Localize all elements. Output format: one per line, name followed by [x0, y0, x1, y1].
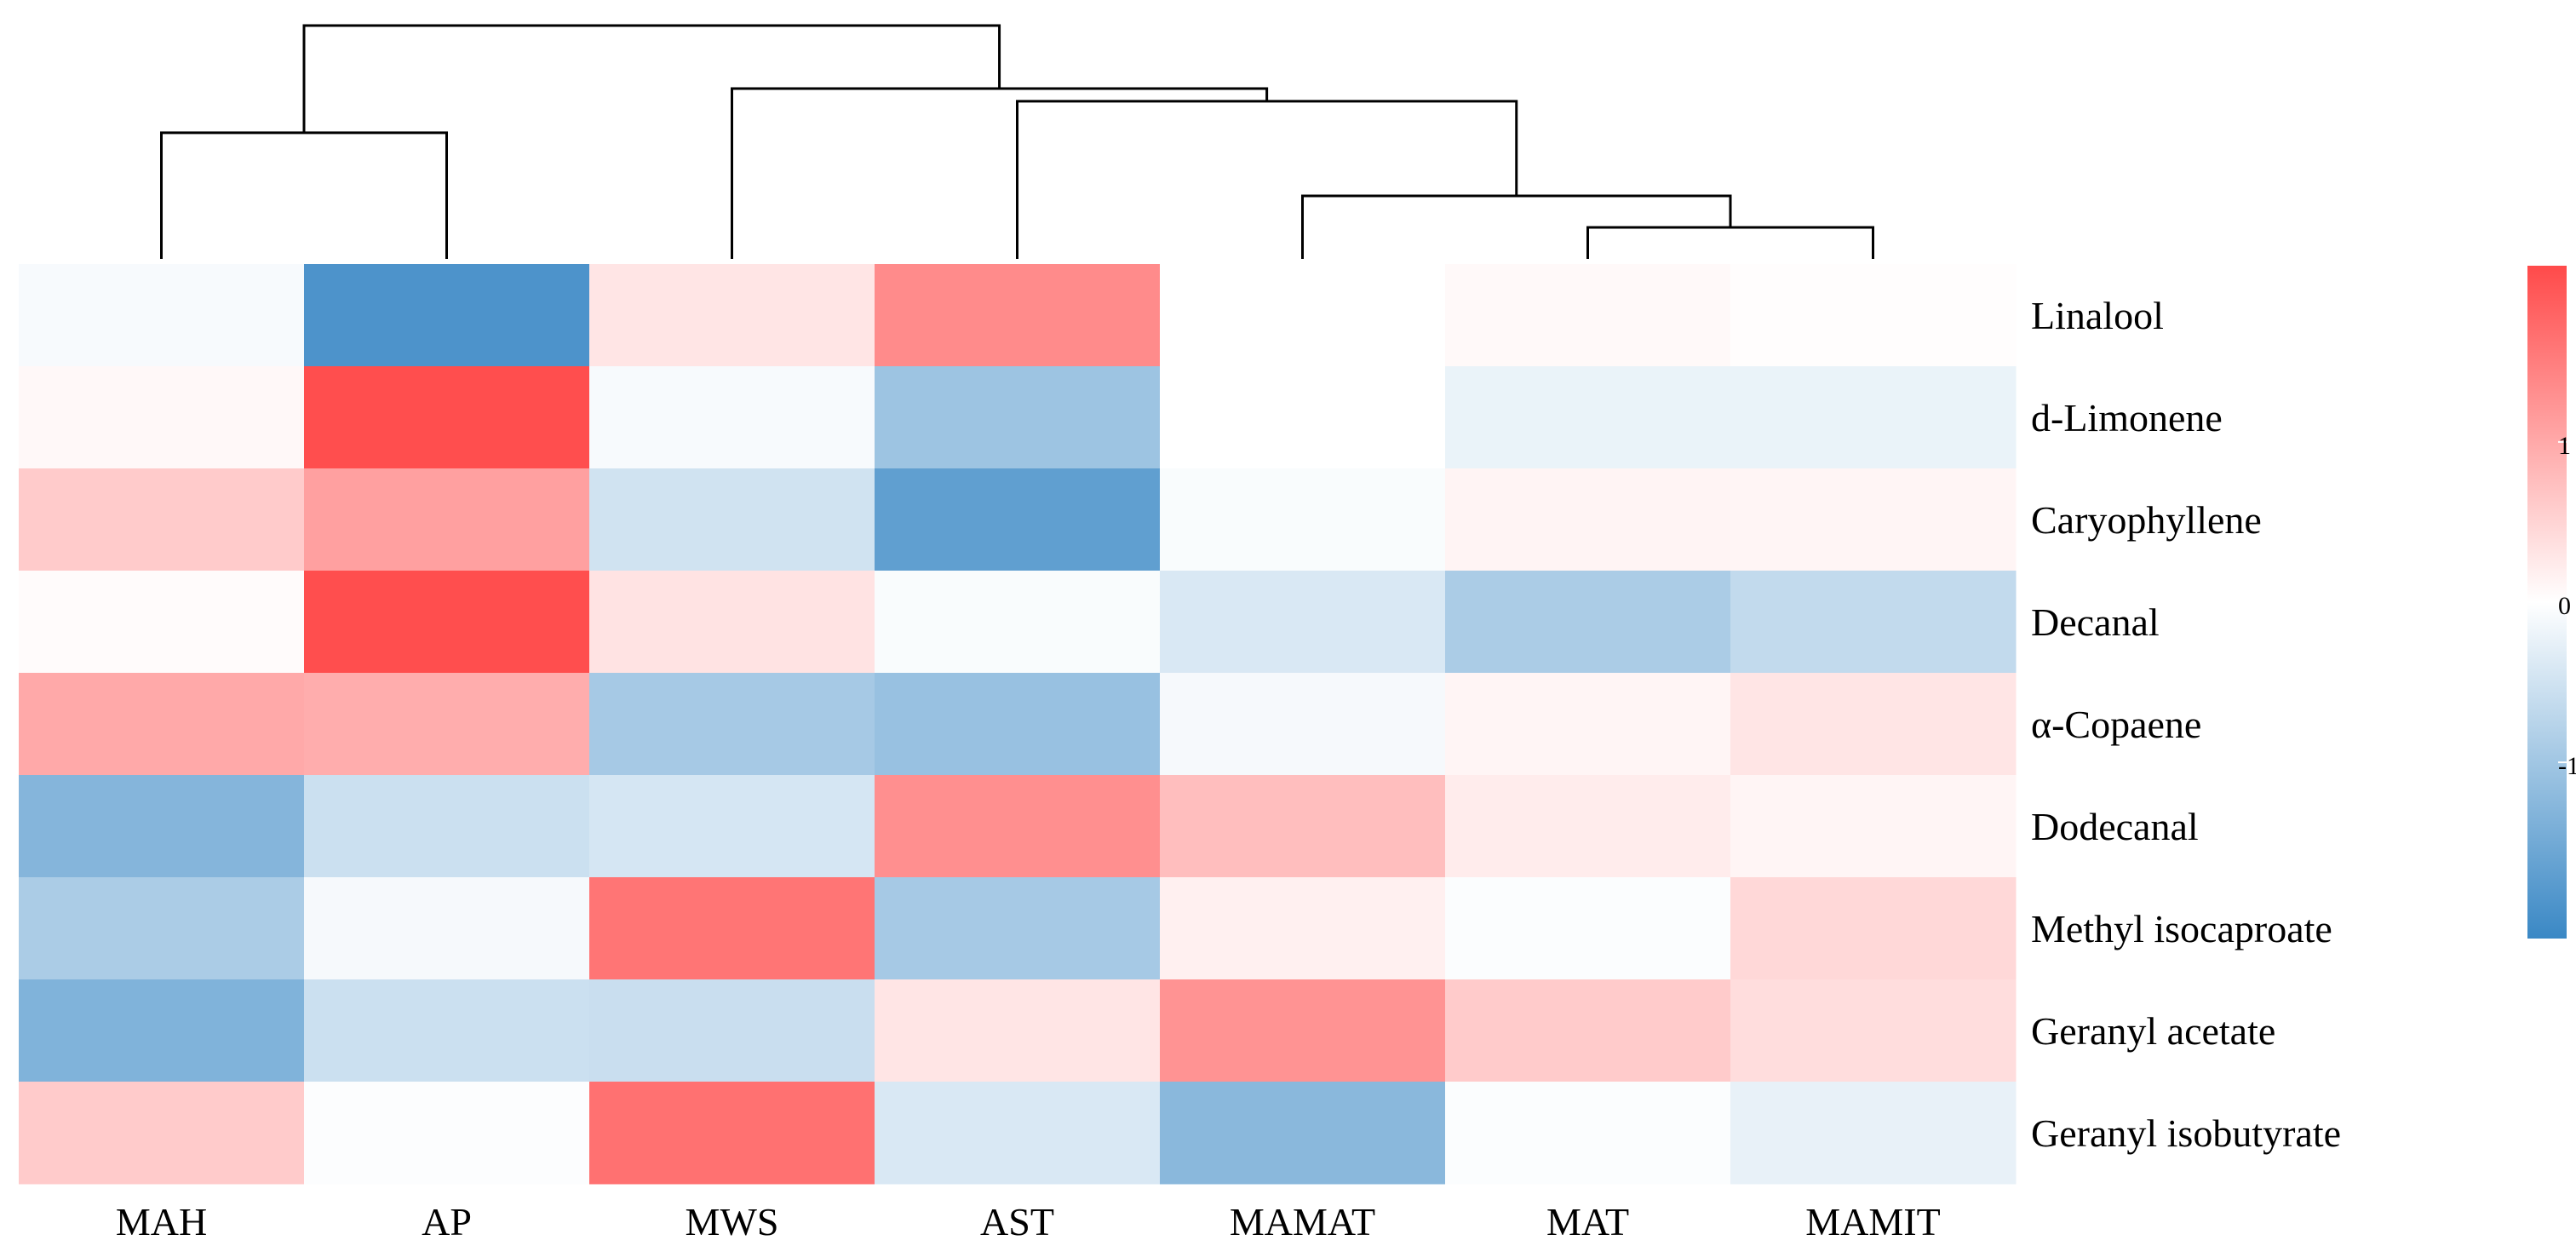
heatmap-cell-7-1: [304, 979, 590, 1082]
heatmap-cell-3-4: [1160, 571, 1446, 674]
row-label: Dodecanal: [2031, 805, 2199, 848]
heatmap-cell-8-0: [19, 1082, 305, 1185]
heatmap-cell-1-6: [1730, 366, 2017, 469]
heatmap-cell-3-5: [1445, 571, 1731, 674]
heatmap-cell-6-1: [304, 877, 590, 980]
heatmap-cell-0-4: [1160, 264, 1446, 367]
heatmap-cell-4-5: [1445, 673, 1731, 776]
heatmap-cell-3-1: [304, 571, 590, 674]
heatmap-cell-4-1: [304, 673, 590, 776]
row-label: Geranyl isobutyrate: [2031, 1111, 2341, 1155]
column-label: MAT: [1546, 1200, 1629, 1243]
heatmap-cell-3-3: [875, 571, 1161, 674]
heatmap-cell-3-6: [1730, 571, 2017, 674]
column-label: AP: [422, 1200, 472, 1243]
heatmap-cell-4-6: [1730, 673, 2017, 776]
column-label: AST: [980, 1200, 1054, 1243]
heatmap-cell-5-4: [1160, 775, 1446, 878]
heatmap-cell-7-0: [19, 979, 305, 1082]
row-label: Caryophyllene: [2031, 498, 2262, 542]
heatmap-cell-2-5: [1445, 468, 1731, 571]
heatmap-cell-6-2: [589, 877, 875, 980]
column-label: MAMAT: [1230, 1200, 1375, 1243]
heatmap-cell-0-0: [19, 264, 305, 367]
heatmap-cell-3-2: [589, 571, 875, 674]
heatmap-cell-8-3: [875, 1082, 1161, 1185]
colorbar-tick-label: 0: [2558, 592, 2571, 620]
column-labels: MAH AP MWS AST MAMAT MAT MAMIT: [116, 1200, 1941, 1243]
heatmap-cell-2-4: [1160, 468, 1446, 571]
row-label: Methyl isocaproate: [2031, 907, 2332, 950]
heatmap-cell-1-2: [589, 366, 875, 469]
dendrogram-branch: [1016, 100, 1518, 259]
heatmap-cell-4-0: [19, 673, 305, 776]
column-label: MWS: [686, 1200, 779, 1243]
heatmap-cell-5-0: [19, 775, 305, 878]
heatmap-cell-0-1: [304, 264, 590, 367]
heatmap-cell-4-2: [589, 673, 875, 776]
heatmap-cell-7-5: [1445, 979, 1731, 1082]
heatmap-cell-5-5: [1445, 775, 1731, 878]
heatmap-cell-1-5: [1445, 366, 1731, 469]
row-label: Geranyl acetate: [2031, 1009, 2275, 1053]
heatmap-cell-6-0: [19, 877, 305, 980]
row-label: Linalool: [2031, 294, 2164, 337]
heatmap-cell-7-3: [875, 979, 1161, 1082]
heatmap-cell-6-3: [875, 877, 1161, 980]
heatmap-cell-7-6: [1730, 979, 2017, 1082]
heatmap-cell-0-3: [875, 264, 1161, 367]
heatmap-cell-0-6: [1730, 264, 2017, 367]
row-label: α-Copaene: [2031, 703, 2201, 746]
heatmap-cell-6-5: [1445, 877, 1731, 980]
heatmap-cells: [19, 264, 2017, 1185]
heatmap-cell-8-6: [1730, 1082, 2017, 1185]
heatmap-cell-5-6: [1730, 775, 2017, 878]
heatmap-cell-2-0: [19, 468, 305, 571]
heatmap-cell-8-5: [1445, 1082, 1731, 1185]
column-label: MAMIT: [1805, 1200, 1940, 1243]
heatmap-cell-1-4: [1160, 366, 1446, 469]
colorbar: 1 0 -1: [2527, 266, 2576, 939]
colorbar-tick-label: 1: [2558, 432, 2571, 460]
row-label: d-Limonene: [2031, 396, 2223, 439]
heatmap-cell-6-4: [1160, 877, 1446, 980]
heatmap-cell-8-4: [1160, 1082, 1446, 1185]
heatmap-cell-0-2: [589, 264, 875, 367]
heatmap-cell-2-3: [875, 468, 1161, 571]
heatmap-cell-5-1: [304, 775, 590, 878]
dendrogram-branch: [1586, 226, 1874, 259]
dendrogram-branch: [1301, 194, 1732, 259]
colorbar-tick-label: -1: [2558, 752, 2576, 780]
heatmap-cell-1-3: [875, 366, 1161, 469]
heatmap-cell-3-0: [19, 571, 305, 674]
dendrogram-branch: [302, 24, 1001, 133]
heatmap-cell-5-3: [875, 775, 1161, 878]
heatmap-cell-8-2: [589, 1082, 875, 1185]
heatmap-cell-2-1: [304, 468, 590, 571]
heatmap-cell-1-1: [304, 366, 590, 469]
row-label: Decanal: [2031, 600, 2160, 644]
heatmap-cell-2-2: [589, 468, 875, 571]
heatmap-cell-4-4: [1160, 673, 1446, 776]
column-label: MAH: [116, 1200, 207, 1243]
heatmap-cell-6-6: [1730, 877, 2017, 980]
heatmap-cell-4-3: [875, 673, 1161, 776]
heatmap-cell-2-6: [1730, 468, 2017, 571]
dendrogram-branch: [160, 131, 448, 259]
dendrogram-branch: [731, 87, 1269, 259]
heatmap-cell-1-0: [19, 366, 305, 469]
heatmap-cell-7-4: [1160, 979, 1446, 1082]
heatmap-cell-8-1: [304, 1082, 590, 1185]
heatmap-cell-5-2: [589, 775, 875, 878]
row-labels: Linalool d-Limonene Caryophyllene Decanal α-…: [2031, 294, 2341, 1155]
column-dendrogram: [160, 24, 1874, 259]
heatmap-cell-0-5: [1445, 264, 1731, 367]
heatmap-cell-7-2: [589, 979, 875, 1082]
